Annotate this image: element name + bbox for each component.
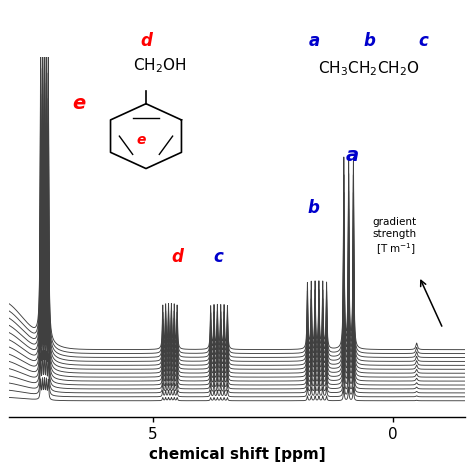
Text: gradient
strength
[T m$^{-1}$]: gradient strength [T m$^{-1}$] — [373, 217, 417, 257]
Text: CH$_3$CH$_2$CH$_2$O: CH$_3$CH$_2$CH$_2$O — [318, 60, 420, 79]
Text: b: b — [308, 200, 319, 218]
Text: d: d — [171, 248, 183, 266]
Text: c: c — [419, 32, 428, 50]
Text: e: e — [73, 93, 86, 112]
Text: b: b — [363, 32, 375, 50]
Text: d: d — [140, 32, 152, 50]
Text: CH$_2$OH: CH$_2$OH — [133, 56, 186, 75]
Text: c: c — [213, 248, 223, 266]
Text: a: a — [309, 32, 320, 50]
X-axis label: chemical shift [ppm]: chemical shift [ppm] — [149, 447, 325, 463]
Text: a: a — [346, 146, 358, 165]
Text: e: e — [137, 133, 146, 147]
